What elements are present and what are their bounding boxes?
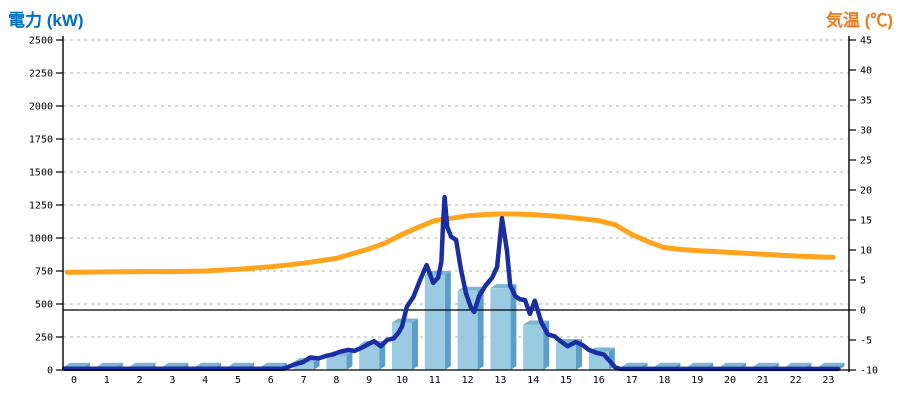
hour-label: 11: [429, 375, 441, 386]
hour-label: 3: [169, 375, 175, 386]
hour-label: 7: [301, 375, 307, 386]
axes: [56, 36, 856, 372]
right-tick-label: 0: [860, 306, 866, 317]
hour-label: 15: [560, 375, 572, 386]
right-tick-label: 45: [860, 36, 872, 47]
left-tick-label: 0: [47, 366, 53, 377]
right-tick-label: 15: [860, 216, 872, 227]
bar-hour-11: [424, 270, 451, 370]
axis-labels: 02505007501000125015001750200022502500-1…: [29, 36, 878, 387]
bar-hour-10: [392, 318, 418, 370]
hour-label: 10: [396, 375, 408, 386]
hour-label: 5: [235, 375, 241, 386]
right-tick-label: 10: [860, 246, 872, 257]
bar-hour-13: [490, 284, 517, 370]
hour-label: 4: [202, 375, 208, 386]
hour-label: 22: [790, 375, 802, 386]
right-axis-title: 気温 (℃): [825, 11, 893, 30]
hour-label: 16: [593, 375, 605, 386]
power-bars: [64, 270, 845, 370]
temperature-line: [64, 211, 836, 275]
right-tick-label: -10: [860, 366, 878, 377]
hour-label: 8: [333, 375, 339, 386]
hour-label: 6: [268, 375, 274, 386]
right-tick-label: 5: [860, 276, 866, 287]
hour-label: 19: [691, 375, 703, 386]
hour-label: 1: [104, 375, 110, 386]
hour-label: 23: [822, 375, 834, 386]
hour-label: 12: [462, 375, 474, 386]
hour-label: 17: [626, 375, 638, 386]
hour-label: 14: [527, 375, 539, 386]
gridlines: [63, 39, 849, 338]
left-tick-label: 2250: [29, 69, 53, 80]
right-tick-label: -5: [860, 336, 872, 347]
right-tick-label: 30: [860, 126, 872, 137]
hour-label: 18: [658, 375, 670, 386]
left-tick-label: 1000: [29, 234, 53, 245]
left-tick-label: 2500: [29, 36, 53, 47]
left-tick-label: 1250: [29, 201, 53, 212]
left-axis-title: 電力 (kW): [8, 11, 84, 30]
left-tick-label: 1750: [29, 135, 53, 146]
hour-label: 9: [366, 375, 372, 386]
hour-label: 21: [757, 375, 769, 386]
right-tick-label: 20: [860, 186, 872, 197]
left-tick-label: 750: [35, 267, 53, 278]
right-tick-label: 35: [860, 96, 872, 107]
power-line: [61, 194, 841, 372]
hour-label: 13: [494, 375, 506, 386]
right-tick-label: 25: [860, 156, 872, 167]
right-tick-label: 40: [860, 66, 872, 77]
hour-label: 20: [724, 375, 736, 386]
hour-label: 0: [71, 375, 77, 386]
left-tick-label: 250: [35, 333, 53, 344]
hour-label: 2: [137, 375, 143, 386]
left-tick-label: 2000: [29, 102, 53, 113]
left-tick-label: 1500: [29, 168, 53, 179]
left-tick-label: 500: [35, 300, 53, 311]
